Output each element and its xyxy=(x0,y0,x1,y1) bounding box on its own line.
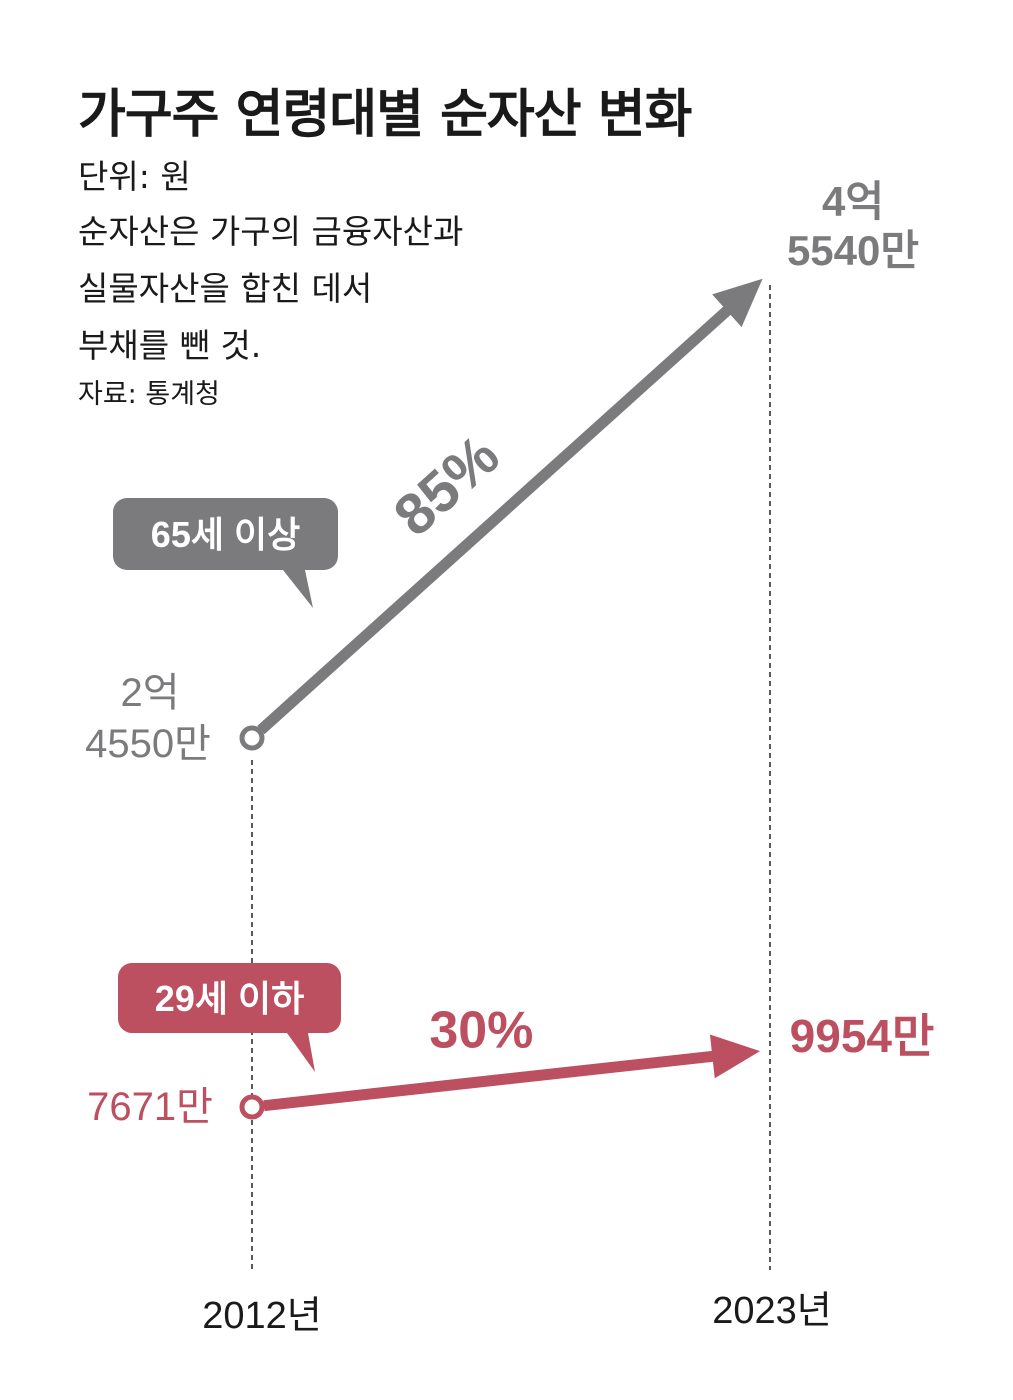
data-label: 7671만 xyxy=(87,1085,213,1129)
legend-bubble-tail xyxy=(287,1033,315,1072)
legend-label: 29세 이하 xyxy=(155,978,304,1019)
x-tick-label: 2012년 xyxy=(202,1295,322,1337)
change-label: 30% xyxy=(429,1002,533,1060)
series-line xyxy=(263,1050,717,1112)
series-29-under: 30% 7671만 9954만 29세 이하 xyxy=(87,963,934,1129)
legend-bubble-tail xyxy=(283,570,313,608)
arrow-head xyxy=(709,1034,761,1079)
arrow-head xyxy=(712,278,763,328)
description-line: 부채를 뺀 것. xyxy=(78,326,262,365)
data-label: 2억 xyxy=(120,671,179,715)
change-label: 85% xyxy=(382,423,512,549)
series-line xyxy=(257,304,734,735)
description-line: 실물자산을 합친 데서 xyxy=(78,269,373,308)
description-line: 순자산은 가구의 금융자산과 xyxy=(78,212,464,251)
unit-label: 단위: 원 xyxy=(78,157,191,196)
legend-label: 65세 이상 xyxy=(151,514,300,555)
data-point xyxy=(239,725,265,751)
data-point xyxy=(239,1094,265,1120)
chart-title: 가구주 연령대별 순자산 변화 xyxy=(78,85,692,145)
data-label: 4550만 xyxy=(85,722,211,766)
legend-bubble xyxy=(113,498,338,570)
description: 순자산은 가구의 금융자산과 실물자산을 합친 데서 부채를 뺀 것. xyxy=(78,203,463,374)
data-label: 4억 xyxy=(822,178,884,225)
source-label: 자료: 통계청 xyxy=(78,379,220,410)
x-tick-label: 2023년 xyxy=(712,1290,832,1332)
data-label: 5540만 xyxy=(787,227,919,274)
data-label: 9954만 xyxy=(790,1010,935,1062)
legend-bubble xyxy=(118,963,341,1033)
